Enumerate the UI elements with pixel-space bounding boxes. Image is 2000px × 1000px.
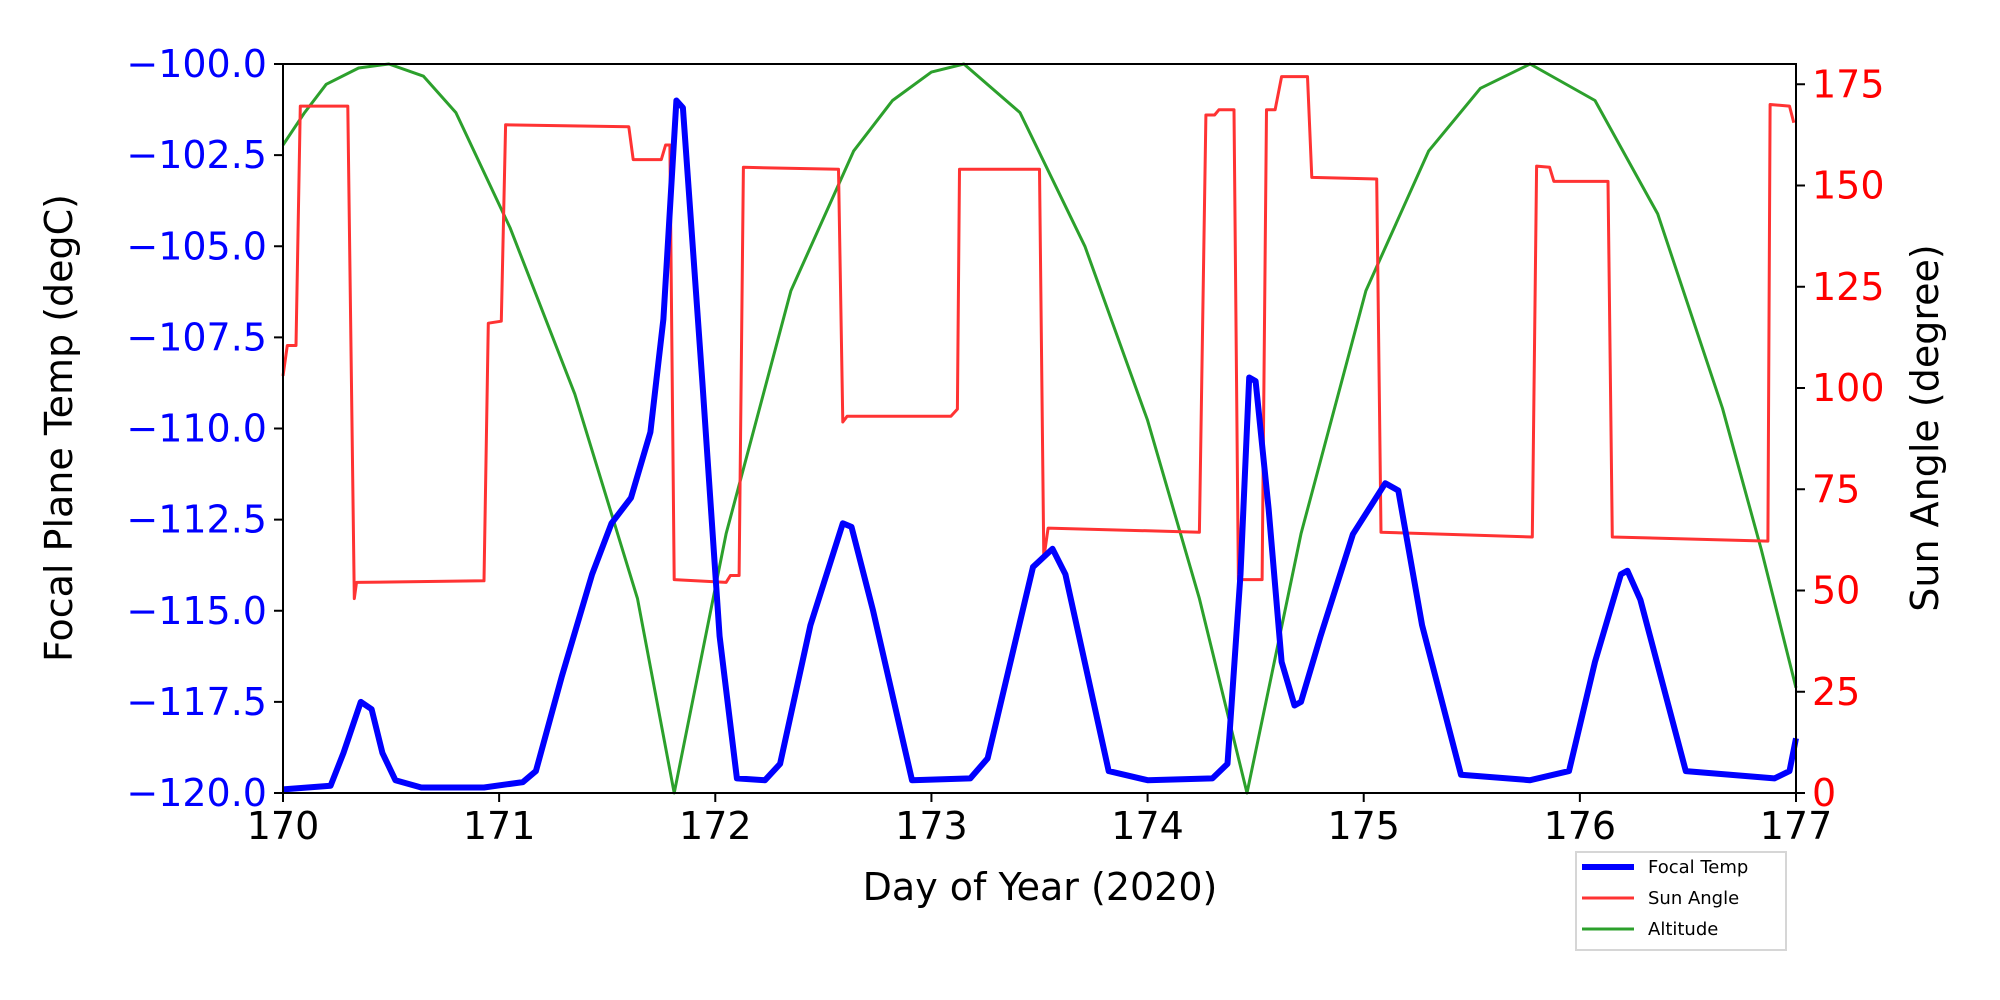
right-tick-label: 75 (1812, 467, 1860, 511)
x-tick-label: 170 (247, 804, 320, 848)
left-tick-label: −117.5 (126, 680, 267, 724)
series-line-sun-angle (281, 75, 1796, 601)
left-tick-label: −115.0 (126, 589, 267, 633)
right-axis-label: Sun Angle (degree) (1903, 244, 1947, 611)
right-tick-label: 100 (1812, 366, 1885, 410)
left-axis-label: Focal Plane Temp (degC) (37, 194, 81, 662)
left-tick-label: −105.0 (126, 224, 267, 268)
series-line-altitude (281, 62, 1798, 795)
legend: Focal Temp Sun Angle Altitude (1575, 851, 1787, 951)
left-tick-label: −110.0 (126, 407, 267, 451)
x-tick-label: 171 (463, 804, 536, 848)
legend-label-focal-temp: Focal Temp (1648, 857, 1748, 878)
x-tick-label: 175 (1327, 804, 1400, 848)
left-tick-label: −100.0 (126, 42, 267, 86)
right-tick-label: 25 (1812, 670, 1860, 714)
left-axis-ticks: −100.0 −102.5 −105.0 −107.5 −110.0 −112.5 −115… (126, 42, 283, 815)
x-tick-label: 172 (679, 804, 752, 848)
series-layer (281, 62, 1799, 795)
left-tick-label: −107.5 (126, 315, 267, 359)
series-line-focal-temp (282, 97, 1799, 793)
right-tick-label: 0 (1812, 771, 1836, 815)
left-tick-label: −112.5 (126, 498, 267, 542)
x-tick-label: 173 (895, 804, 968, 848)
x-tick-label: 177 (1760, 804, 1833, 848)
x-axis-label: Day of Year (2020) (863, 865, 1218, 909)
x-tick-label: 176 (1544, 804, 1617, 848)
legend-label-altitude: Altitude (1648, 919, 1718, 940)
x-axis-ticks: 170 171 172 173 174 175 176 177 (247, 793, 1833, 848)
right-tick-label: 50 (1812, 569, 1860, 613)
right-tick-label: 175 (1812, 62, 1885, 106)
legend-label-sun-angle: Sun Angle (1648, 888, 1739, 909)
right-tick-label: 150 (1812, 164, 1885, 208)
right-tick-label: 125 (1812, 265, 1885, 309)
x-tick-label: 174 (1111, 804, 1184, 848)
left-tick-label: −102.5 (126, 133, 267, 177)
right-axis-ticks: 0 25 50 75 100 125 150 175 (1796, 62, 1885, 815)
left-tick-label: −120.0 (126, 771, 267, 815)
